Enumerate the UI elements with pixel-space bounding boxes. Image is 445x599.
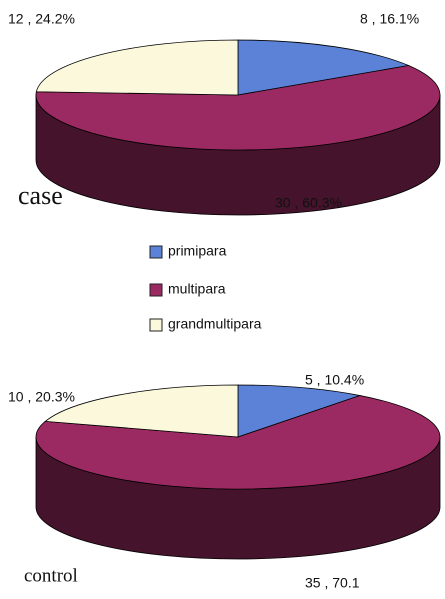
legend-swatch [149, 318, 163, 332]
pie-slice [44, 384, 239, 438]
pie-slice [237, 39, 410, 96]
chart-title: case [18, 181, 63, 210]
data-label: 12 , 24.2% [8, 11, 75, 27]
legend-swatch [149, 283, 163, 297]
pie-slice [35, 65, 441, 151]
data-label: 8 , 16.1% [360, 11, 419, 27]
legend-label: multipara [168, 281, 226, 297]
data-label: 35 , 70.1 [305, 575, 360, 591]
pie-slice [237, 384, 362, 438]
legend-label: primipara [168, 243, 227, 259]
legend-label: grandmultipara [168, 316, 262, 332]
legend-swatch [149, 245, 163, 259]
pie-slice [35, 39, 239, 96]
data-label: 30 , 60.3% [275, 195, 342, 211]
chart-title: control [24, 565, 78, 586]
data-label: 5 , 10.4% [305, 372, 364, 388]
data-label: 10 , 20.3% [8, 389, 75, 405]
pie-slice [35, 395, 441, 490]
